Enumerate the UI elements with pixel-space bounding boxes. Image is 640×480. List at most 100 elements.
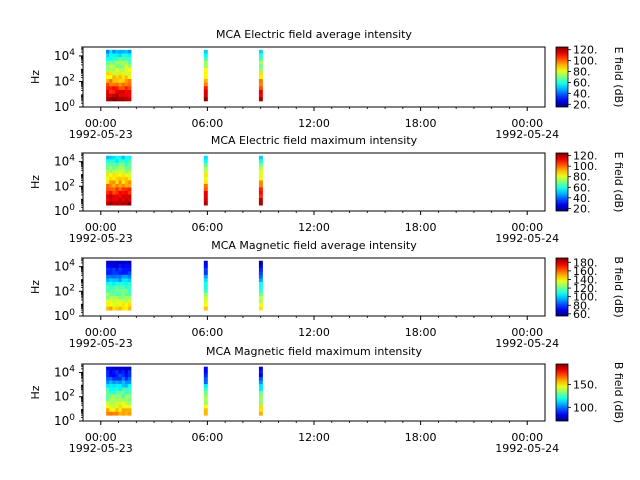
spectrogram-cell (112, 373, 116, 378)
spectrogram-cell (109, 169, 113, 174)
panel-title: MCA Magnetic field average intensity (211, 239, 417, 252)
y-tick-label: 100 (54, 308, 75, 323)
spectrogram-cell (106, 281, 110, 286)
spectrogram-cell (115, 194, 119, 199)
colorbar-label: B field (dB) (612, 256, 625, 317)
spectrogram-cell (118, 373, 123, 378)
colorbar (555, 46, 569, 108)
spectrogram-cell (106, 201, 110, 206)
colorbar-tick-label: 40. (573, 192, 591, 205)
spectrogram-cell (115, 271, 119, 276)
spectrogram-cell (109, 57, 113, 62)
spectrogram-cell (121, 60, 126, 65)
spectrogram-cell (121, 390, 126, 395)
spectrogram-cell (127, 387, 132, 392)
y-tick-label: 104 (54, 259, 75, 274)
spectrogram-cell (112, 387, 116, 392)
spectrogram-cell (106, 390, 110, 395)
y-tick-label: 104 (54, 48, 75, 63)
spectrogram-cell (258, 194, 263, 199)
spectrogram-cell (112, 411, 116, 416)
spectrogram-cell (112, 49, 116, 54)
spectrogram-cell (203, 264, 208, 269)
spectrogram-cell (115, 176, 119, 181)
x-tick-label: 00:00 (85, 221, 117, 234)
spectrogram-cell (258, 169, 263, 174)
spectrogram-cell (106, 288, 110, 293)
spectrogram-cell (118, 176, 123, 181)
spectrogram-cell (127, 404, 132, 409)
spectrogram-cell (203, 401, 208, 406)
spectrogram-cell (203, 292, 208, 297)
spectrogram-cell (106, 53, 110, 58)
spectrogram-cell (112, 201, 116, 206)
colorbar-tick-label: 120. (573, 282, 598, 295)
plot-frame (82, 363, 546, 422)
spectrogram-cell (124, 260, 129, 265)
y-tick-exponent: 2 (69, 73, 75, 83)
spectrogram-cell (124, 387, 129, 392)
colorbar-tick-label: 80. (573, 299, 591, 312)
spectrogram-cell (115, 288, 119, 293)
y-axis-label: Hz (29, 280, 42, 294)
spectrogram-cell (124, 281, 129, 286)
spectrogram-cell (121, 370, 126, 375)
spectrogram-cell (106, 191, 110, 195)
x-date-label: 1992-05-23 (69, 337, 133, 350)
spectrogram-cell (115, 82, 119, 87)
spectrogram-cell (127, 166, 132, 171)
spectrogram-cell (124, 176, 129, 181)
spectrogram-cell (112, 71, 116, 76)
spectrogram-cell (127, 191, 132, 195)
x-tick-label: 00:00 (511, 117, 543, 130)
spectrogram-cell (109, 191, 113, 195)
spectrogram-cell (127, 173, 132, 178)
colorbar (555, 363, 569, 422)
spectrogram-cell (109, 411, 113, 416)
spectrogram-cell (106, 404, 110, 409)
spectrogram-cell (112, 68, 116, 73)
spectrogram-cell (121, 267, 126, 272)
spectrogram-cell (112, 264, 116, 269)
spectrogram-cell (115, 306, 119, 311)
spectrogram-cell (124, 191, 129, 195)
spectrogram-cell (112, 278, 116, 283)
spectrogram-cell (203, 57, 208, 62)
spectrogram-cell (124, 183, 129, 188)
spectrogram-cell (118, 281, 123, 286)
y-tick-exponent: 4 (69, 364, 75, 374)
spectrogram-cell (203, 411, 208, 416)
spectrogram-cell (124, 155, 129, 160)
spectrogram-cell (115, 299, 119, 304)
spectrogram-cell (112, 404, 116, 409)
spectrogram-cell (121, 377, 126, 381)
colorbar-tick-label: 20. (573, 202, 591, 215)
spectrogram-cell (118, 271, 123, 276)
spectrogram-cell (112, 191, 116, 195)
spectrogram-cell (106, 169, 110, 174)
spectrogram-cell (115, 390, 119, 395)
spectrogram-cell (258, 53, 263, 58)
spectrogram-cell (203, 155, 208, 160)
spectrogram-cell (121, 288, 126, 293)
spectrogram-cell (127, 71, 132, 76)
spectrogram-cell (109, 60, 113, 65)
spectrogram-cell (109, 271, 113, 276)
spectrogram-cell (258, 79, 263, 84)
x-tick-label: 18:00 (405, 117, 437, 130)
spectrogram-cell (258, 183, 263, 188)
spectrogram-cell (118, 274, 123, 279)
spectrogram-cell (203, 176, 208, 181)
spectrogram-cell (115, 411, 119, 416)
spectrogram-cell (118, 278, 123, 283)
spectrogram-cell (121, 64, 126, 69)
spectrogram-cell (203, 274, 208, 279)
y-tick-exponent: 0 (69, 308, 75, 318)
spectrogram-cell (203, 49, 208, 54)
spectrogram-cell (118, 180, 123, 185)
spectrogram-cell (109, 397, 113, 402)
spectrogram-cell (124, 373, 129, 378)
spectrogram-cell (109, 79, 113, 84)
spectrogram-cells (106, 366, 263, 416)
spectrogram-cell (112, 288, 116, 293)
